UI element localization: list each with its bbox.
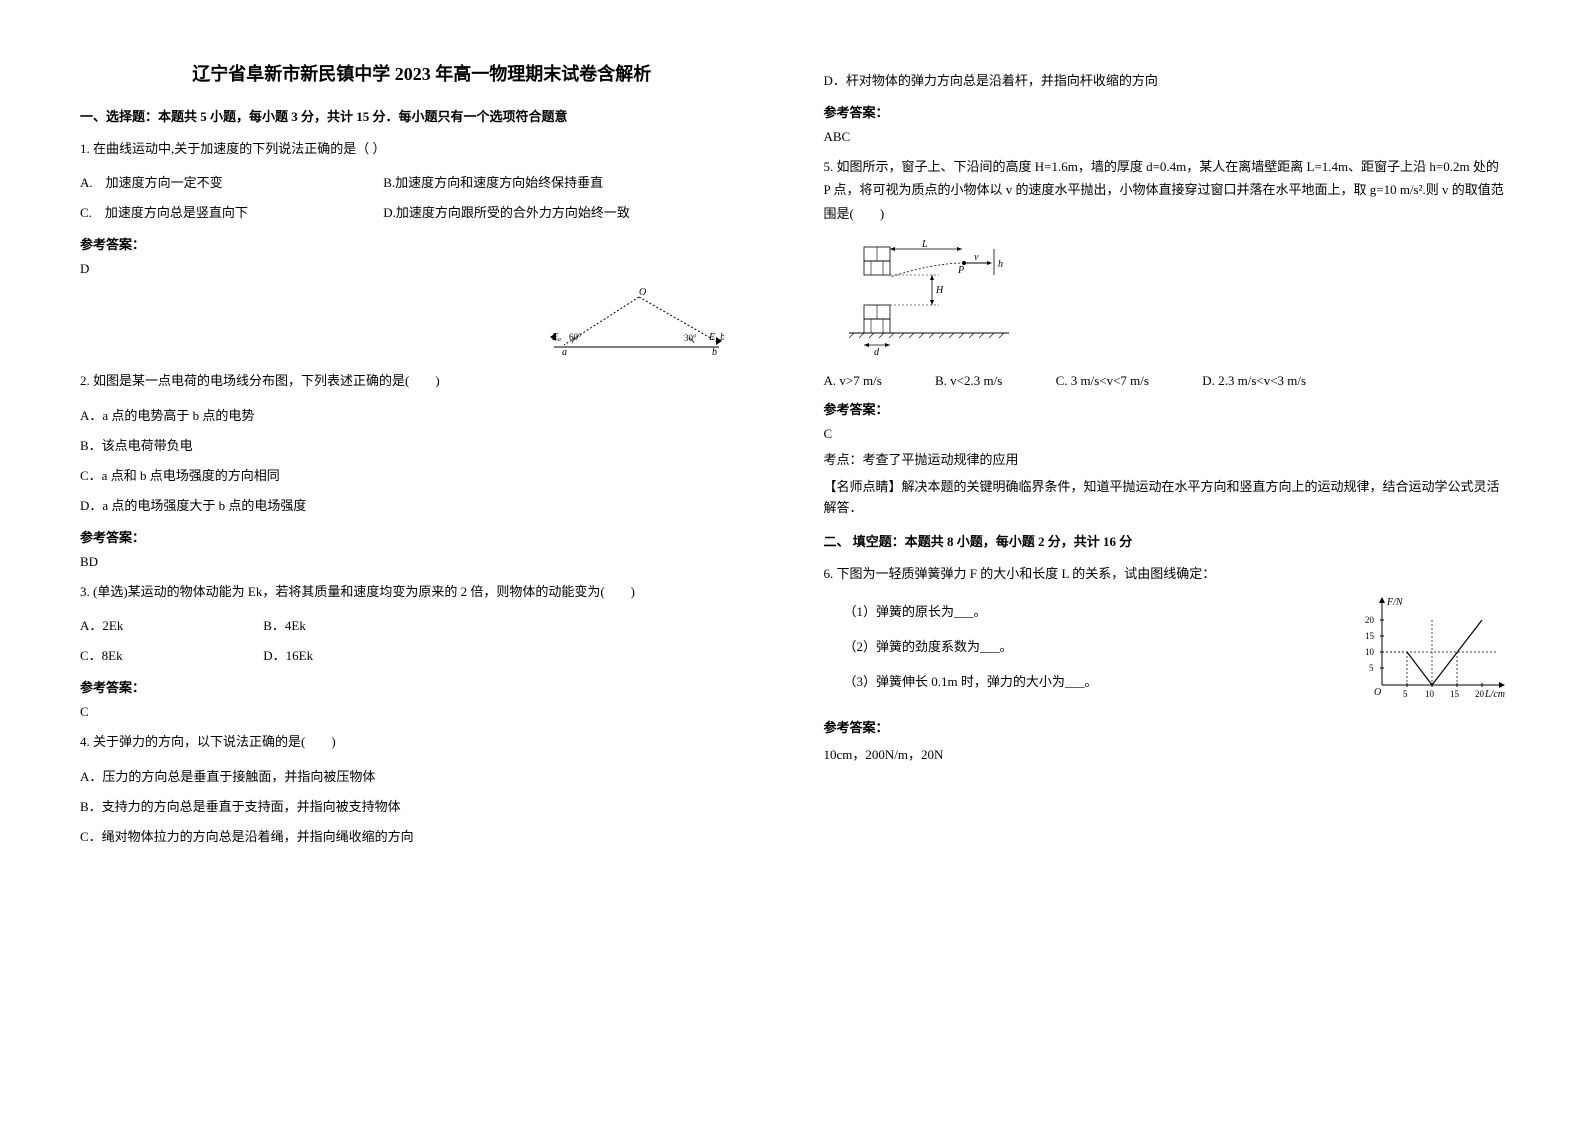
question-4: 4. 关于弹力的方向，以下说法正确的是( ) bbox=[80, 730, 764, 753]
ytick-15: 15 bbox=[1365, 631, 1375, 641]
q4-options-cont: D．杆对物体的弹力方向总是沿着杆，并指向杆收缩的方向 bbox=[824, 68, 1508, 94]
q5-answer-label: 参考答案： bbox=[824, 399, 1508, 418]
exam-title: 辽宁省阜新市新民镇中学 2023 年高一物理期末试卷含解析 bbox=[80, 60, 764, 86]
ytick-20: 20 bbox=[1365, 615, 1375, 625]
spring-chart-icon: F/N L/cm O 5 10 15 20 5 10 15 20 bbox=[1357, 595, 1507, 705]
q5-note1: 考点：考查了平抛运动规律的应用 bbox=[824, 450, 1508, 471]
q3-options: A．2Ek B．4Ek C．8Ek D．16Ek bbox=[80, 613, 764, 669]
q5-options: A. v>7 m/s B. v<2.3 m/s C. 3 m/s<v<7 m/s… bbox=[824, 373, 1508, 389]
q1-optA: A. 加速度方向一定不变 bbox=[80, 170, 340, 196]
q2-answer: BD bbox=[80, 554, 764, 570]
ytick-10: 10 bbox=[1365, 647, 1375, 657]
label-h: h bbox=[998, 259, 1003, 270]
q4-answer: ABC bbox=[824, 129, 1508, 145]
xtick-20: 20 bbox=[1475, 689, 1485, 699]
q5-text: 如图所示，窗子上、下沿间的高度 H=1.6m，墙的厚度 d=0.4m，某人在离墙… bbox=[824, 159, 1504, 221]
q4-optB: B．支持力的方向总是垂直于支持面，并指向被支持物体 bbox=[80, 794, 764, 820]
label-d: d bbox=[874, 347, 880, 357]
left-column: 辽宁省阜新市新民镇中学 2023 年高一物理期末试卷含解析 一、选择题：本题共 … bbox=[50, 60, 794, 1062]
q1-answer: D bbox=[80, 261, 764, 277]
q3-num: 3. bbox=[80, 584, 90, 599]
q3-optC: C．8Ek bbox=[80, 643, 220, 669]
label-H: H bbox=[935, 285, 944, 296]
q2-answer-label: 参考答案： bbox=[80, 527, 764, 546]
q5-figure: L P v h H d bbox=[844, 237, 1508, 361]
q5-optD: D. 2.3 m/s<v<3 m/s bbox=[1202, 373, 1306, 389]
xtick-10: 10 bbox=[1425, 689, 1435, 699]
q4-options: A．压力的方向总是垂直于接触面，并指向被压物体 B．支持力的方向总是垂直于支持面… bbox=[80, 764, 764, 850]
q4-optC: C．绳对物体拉力的方向总是沿着绳，并指向绳收缩的方向 bbox=[80, 824, 764, 850]
question-2: 2. 如图是某一点电荷的电场线分布图，下列表述正确的是( ) bbox=[80, 369, 764, 392]
question-1: 1. 在曲线运动中,关于加速度的下列说法正确的是（ ） bbox=[80, 137, 764, 160]
label-P: P bbox=[957, 265, 964, 276]
q6-num: 6. bbox=[824, 566, 834, 581]
q6-answer: 10cm，200N/m，20N bbox=[824, 744, 1508, 763]
right-column: D．杆对物体的弹力方向总是沿着杆，并指向杆收缩的方向 参考答案： ABC 5. … bbox=[794, 60, 1538, 1062]
question-5: 5. 如图所示，窗子上、下沿间的高度 H=1.6m，墙的厚度 d=0.4m，某人… bbox=[824, 155, 1508, 225]
q5-optA: A. v>7 m/s bbox=[824, 373, 882, 389]
q6-text: 下图为一轻质弹簧弹力 F 的大小和长度 L 的关系，试由图线确定： bbox=[837, 566, 1216, 581]
q1-options: A. 加速度方向一定不变 B.加速度方向和速度方向始终保持垂直 C. 加速度方向… bbox=[80, 170, 764, 226]
q1-text: 在曲线运动中,关于加速度的下列说法正确的是（ ） bbox=[93, 141, 386, 156]
q4-optD: D．杆对物体的弹力方向总是沿着杆，并指向杆收缩的方向 bbox=[824, 68, 1508, 94]
q5-note2: 【名师点睛】解决本题的关键明确临界条件，知道平抛运动在水平方向和竖直方向上的运动… bbox=[824, 477, 1508, 519]
q2-options: A．a 点的电势高于 b 点的电势 B．该点电荷带负电 C．a 点和 b 点电场… bbox=[80, 403, 764, 519]
q3-optB: B．4Ek bbox=[263, 613, 306, 639]
label-a: a bbox=[562, 347, 567, 355]
q3-optD: D．16Ek bbox=[263, 643, 313, 669]
q1-optC: C. 加速度方向总是竖直向下 bbox=[80, 200, 340, 226]
q5-optC: C. 3 m/s<v<7 m/s bbox=[1056, 373, 1149, 389]
q4-optA: A．压力的方向总是垂直于接触面，并指向被压物体 bbox=[80, 764, 764, 790]
q2-optB: B．该点电荷带负电 bbox=[80, 433, 764, 459]
origin-label: O bbox=[1374, 687, 1381, 698]
q2-optD: D．a 点的电场强度大于 b 点的电场强度 bbox=[80, 493, 764, 519]
label-b: b bbox=[712, 347, 717, 355]
q3-answer: C bbox=[80, 704, 764, 720]
angle-b: 30° bbox=[684, 333, 697, 343]
q1-optB: B.加速度方向和速度方向始终保持垂直 bbox=[383, 170, 603, 196]
q2-num: 2. bbox=[80, 373, 90, 388]
label-v: v bbox=[974, 252, 979, 263]
q2-optA: A．a 点的电势高于 b 点的电势 bbox=[80, 403, 764, 429]
question-6: 6. 下图为一轻质弹簧弹力 F 的大小和长度 L 的关系，试由图线确定： bbox=[824, 562, 1508, 585]
label-L: L bbox=[921, 239, 928, 250]
q2-optC: C．a 点和 b 点电场强度的方向相同 bbox=[80, 463, 764, 489]
label-O: O bbox=[639, 287, 646, 298]
y-label: F/N bbox=[1386, 597, 1404, 608]
q4-num: 4. bbox=[80, 734, 90, 749]
ytick-5: 5 bbox=[1369, 663, 1374, 673]
xtick-15: 15 bbox=[1450, 689, 1460, 699]
q1-optD: D.加速度方向跟所受的合外力方向始终一致 bbox=[383, 200, 630, 226]
q6-figure: F/N L/cm O 5 10 15 20 5 10 15 20 bbox=[1357, 595, 1507, 709]
q1-answer-label: 参考答案： bbox=[80, 234, 764, 253]
q3-text: (单选)某运动的物体动能为 Ek，若将其质量和速度均变为原来的 2 倍，则物体的… bbox=[93, 584, 635, 599]
x-label: L/cm bbox=[1484, 689, 1505, 700]
xtick-5: 5 bbox=[1403, 689, 1408, 699]
q6-answer-label: 参考答案： bbox=[824, 717, 1508, 736]
efield-diagram-icon: O Eₐ E_b 60° 30° a b bbox=[544, 285, 724, 355]
q5-optB: B. v<2.3 m/s bbox=[935, 373, 1002, 389]
q2-text: 如图是某一点电荷的电场线分布图，下列表述正确的是( ) bbox=[93, 373, 440, 388]
q2-figure: O Eₐ E_b 60° 30° a b bbox=[80, 285, 764, 359]
q5-answer: C bbox=[824, 426, 1508, 442]
question-3: 3. (单选)某运动的物体动能为 Ek，若将其质量和速度均变为原来的 2 倍，则… bbox=[80, 580, 764, 603]
q1-num: 1. bbox=[80, 141, 90, 156]
q4-answer-label: 参考答案： bbox=[824, 102, 1508, 121]
q3-optA: A．2Ek bbox=[80, 613, 220, 639]
q4-text: 关于弹力的方向，以下说法正确的是( ) bbox=[93, 734, 336, 749]
q5-num: 5. bbox=[824, 159, 834, 174]
section2-header: 二、 填空题：本题共 8 小题，每小题 2 分，共计 16 分 bbox=[824, 531, 1508, 550]
angle-a: 60° bbox=[569, 332, 582, 342]
window-diagram-icon: L P v h H d bbox=[844, 237, 1014, 357]
section1-header: 一、选择题：本题共 5 小题，每小题 3 分，共计 15 分．每小题只有一个选项… bbox=[80, 106, 764, 125]
q3-answer-label: 参考答案： bbox=[80, 677, 764, 696]
